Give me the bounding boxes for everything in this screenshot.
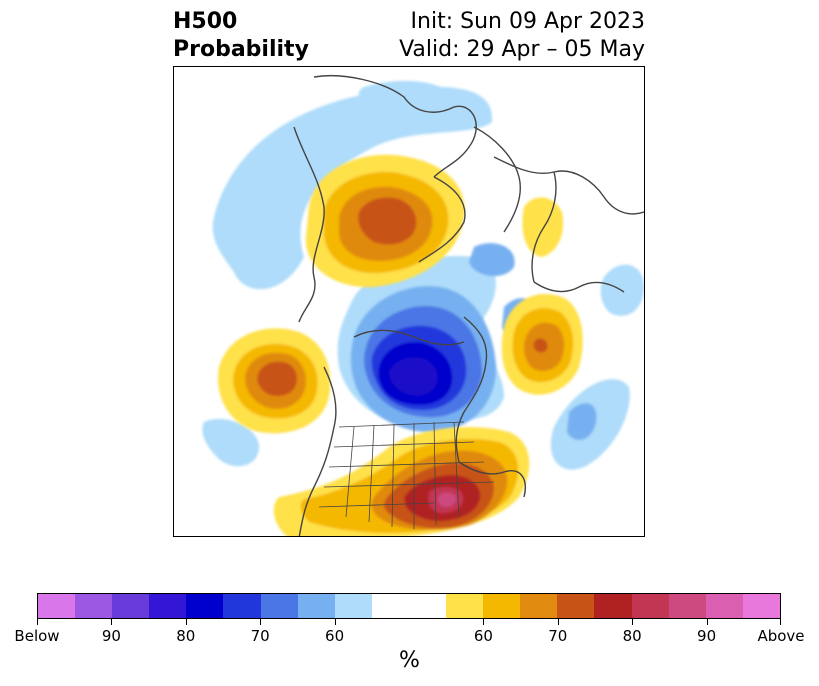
colorbar-tick	[334, 619, 336, 625]
valid-period: Valid: 29 Apr – 05 May	[399, 37, 645, 62]
coastlines	[293, 75, 644, 536]
colorbar-cell	[520, 594, 558, 618]
colorbar-tick-label: 60	[325, 627, 345, 645]
colorbar-tick-label: Below	[14, 627, 60, 645]
colorbar-cell	[557, 594, 595, 618]
colorbar-tick-label: 90	[697, 627, 717, 645]
us-state-borders	[318, 421, 495, 529]
colorbar-cell	[408, 594, 447, 618]
colorbar-tick-label: Above	[757, 627, 805, 645]
title-type: Probability	[173, 37, 309, 62]
colorbar-tick	[260, 619, 262, 625]
colorbar	[37, 593, 781, 619]
positive-anomaly-europe	[522, 197, 564, 257]
colorbar-cell	[483, 594, 521, 618]
colorbar-tick-label: 90	[101, 627, 121, 645]
colorbar-tick	[632, 619, 634, 625]
colorbar-cell	[631, 594, 669, 618]
colorbar-cell	[186, 594, 224, 618]
colorbar-tick-label: 80	[176, 627, 196, 645]
colorbar-cell	[371, 594, 409, 618]
colorbar-cell	[334, 594, 372, 618]
colorbar-tick	[483, 619, 485, 625]
colorbar-tick	[780, 619, 781, 625]
map-canvas	[202, 75, 644, 536]
title-variable: H500	[173, 9, 238, 34]
colorbar-cell	[149, 594, 187, 618]
colorbar-tick	[557, 619, 559, 625]
positive-anomaly-pacific	[218, 328, 331, 434]
colorbar-tick-label: 80	[622, 627, 642, 645]
colorbar-cell	[446, 594, 484, 618]
colorbar-unit: %	[399, 648, 420, 673]
probability-map	[173, 66, 645, 537]
positive-anomaly-arctic	[305, 154, 465, 288]
colorbar-tick	[111, 619, 113, 625]
colorbar-cell	[38, 594, 76, 618]
colorbar-cell	[223, 594, 261, 618]
colorbar-cell	[668, 594, 706, 618]
colorbar-cell	[705, 594, 743, 618]
init-date: Init: Sun 09 Apr 2023	[410, 9, 645, 34]
colorbar-tick	[185, 619, 187, 625]
chart-title-right: Init: Sun 09 Apr 2023 Valid: 29 Apr – 05…	[399, 8, 645, 64]
colorbar-tick-label: 70	[548, 627, 568, 645]
colorbar-cell	[75, 594, 113, 618]
colorbar-cell	[297, 594, 335, 618]
colorbar-cell	[112, 594, 150, 618]
colorbar-tick	[706, 619, 708, 625]
colorbar-tick	[37, 619, 38, 625]
negative-anomaly	[350, 243, 597, 440]
positive-anomaly-atlantic	[501, 294, 583, 395]
colorbar-tick-label: 60	[473, 627, 493, 645]
colorbar-cell	[594, 594, 632, 618]
colorbar-labels: Below 90 80 70 60 60 70 80 90 Above	[14, 627, 804, 647]
colorbar-cell	[260, 594, 298, 618]
colorbar-ticks	[37, 619, 781, 625]
chart-title-left: H500 Probability	[173, 8, 309, 64]
colorbar-tick-label: 70	[250, 627, 270, 645]
colorbar-cell	[742, 594, 780, 618]
